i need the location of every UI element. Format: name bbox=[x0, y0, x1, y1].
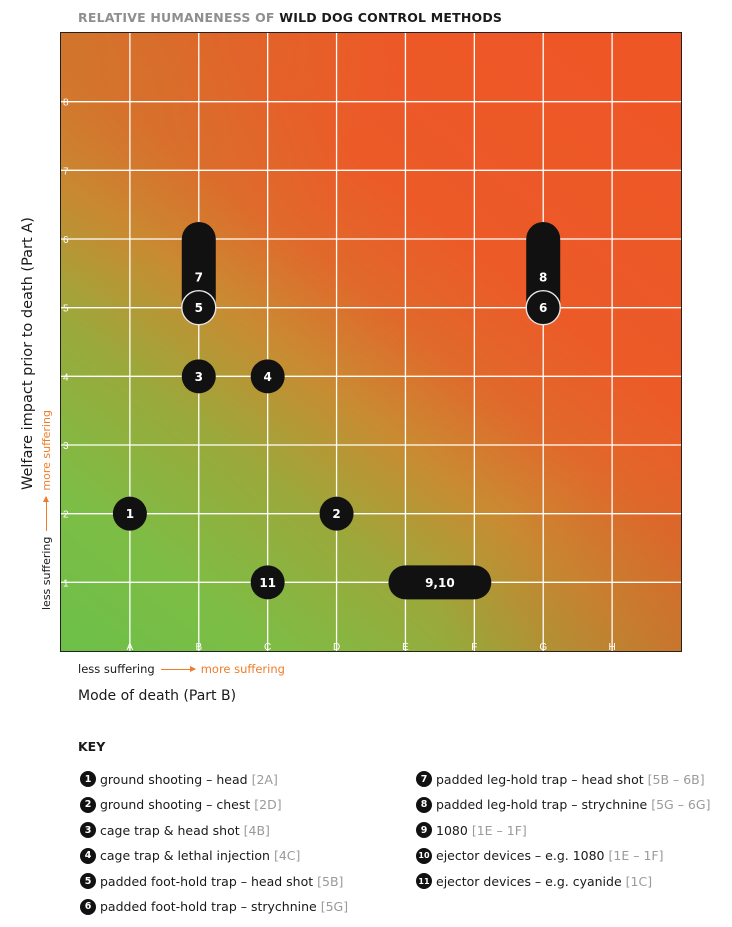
key-item-code: [1E – 1F] bbox=[608, 848, 664, 863]
key-item-text: ground shooting – chest bbox=[100, 797, 251, 812]
key-item-code: [1E – 1F] bbox=[471, 822, 527, 838]
y-legend-low: less suffering bbox=[40, 536, 53, 610]
key-item-text: padded leg-hold trap – strychnine bbox=[436, 797, 648, 812]
marker-4 bbox=[250, 359, 285, 394]
key-item: 9 1080 [1E – 1F] bbox=[416, 822, 527, 838]
arrow-right-icon bbox=[160, 665, 196, 672]
key-item-text: cage trap & lethal injection bbox=[100, 848, 270, 863]
marker-label-5: 5 bbox=[195, 301, 203, 315]
key-item-text: ejector devices – e.g. 1080 bbox=[436, 848, 605, 863]
key-number-badge: 6 bbox=[80, 898, 96, 915]
key-item: 10 ejector devices – e.g. 1080 [1E – 1F] bbox=[416, 847, 664, 864]
key-number-badge: 7 bbox=[416, 771, 432, 787]
key-item-text: padded leg-hold trap – head shot bbox=[436, 771, 644, 787]
key-item-text: padded foot-hold trap – head shot bbox=[100, 873, 314, 889]
key-number-badge: 10 bbox=[416, 847, 432, 864]
gradient-shade-bottom-right bbox=[61, 33, 681, 651]
key-number-badge: 8 bbox=[416, 796, 432, 813]
key-item: 11 ejector devices – e.g. cyanide [1C] bbox=[416, 873, 652, 889]
marker-label-2: 2 bbox=[332, 507, 340, 521]
key-title: KEY bbox=[78, 739, 106, 754]
marker-label-4: 4 bbox=[263, 370, 271, 384]
x-tick-label: B bbox=[195, 642, 202, 651]
marker-6 bbox=[525, 289, 561, 326]
chart-svg: 1 2 3 4 5 6 7 8 A B C D E F G H 1 2 3 4 7 5 8 6 11 9,10 bbox=[61, 33, 681, 651]
marker-5 bbox=[181, 289, 217, 326]
chart-title-prefix: RELATIVE HUMANENESS OF bbox=[78, 10, 275, 25]
y-tick-label: 6 bbox=[63, 235, 69, 246]
key-number-badge: 9 bbox=[416, 822, 432, 838]
y-axis-label: Welfare impact prior to death (Part A) bbox=[20, 217, 36, 490]
key-item-code: [4C] bbox=[273, 848, 301, 863]
key-item: 1 ground shooting – head [2A] bbox=[80, 771, 278, 787]
key-item-text: cage trap & head shot bbox=[100, 822, 240, 838]
marker-9-10 bbox=[388, 565, 492, 600]
key-item: 7 padded leg-hold trap – head shot [5B – 6… bbox=[416, 771, 705, 787]
x-tick-label: E bbox=[402, 642, 409, 651]
key-item-code: [5B] bbox=[317, 873, 344, 889]
x-tick-label: H bbox=[608, 642, 615, 651]
key-number-badge: 4 bbox=[80, 847, 96, 864]
key-item: 4 cage trap & lethal injection [4C] bbox=[80, 847, 301, 864]
marker-2 bbox=[319, 496, 354, 531]
x-tick-label: A bbox=[127, 642, 134, 651]
key-item-code: [5G] bbox=[320, 899, 349, 914]
plot-area: 1 2 3 4 5 6 7 8 A B C D E F G H 1 2 3 4 7 5 8 6 11 9,10 bbox=[60, 32, 682, 652]
key-item-text: 1080 bbox=[436, 822, 468, 838]
y-legend-high: more suffering bbox=[40, 410, 53, 491]
key-item-code: [2A] bbox=[251, 771, 278, 787]
key-item-code: [5G – 6G] bbox=[651, 797, 711, 812]
x-axis-label: Mode of death (Part B) bbox=[78, 688, 237, 704]
x-suffering-legend: less suffering more suffering bbox=[78, 662, 285, 676]
key-item-code: [1C] bbox=[625, 873, 653, 889]
y-tick-label: 5 bbox=[63, 304, 69, 315]
y-tick-label: 3 bbox=[63, 441, 69, 452]
gradient-shade-top-left bbox=[61, 33, 681, 651]
y-tick-label: 8 bbox=[63, 98, 69, 109]
y-tick-label: 4 bbox=[63, 372, 69, 383]
x-tick-label: C bbox=[264, 642, 271, 651]
marker-label-3: 3 bbox=[195, 370, 203, 384]
chart-title-bold: WILD DOG CONTROL METHODS bbox=[279, 10, 503, 25]
marker-label-7: 7 bbox=[195, 270, 203, 284]
key-item: 3 cage trap & head shot [4B] bbox=[80, 822, 270, 838]
key-item-text: ground shooting – head bbox=[100, 771, 248, 787]
key-number-badge: 3 bbox=[80, 822, 96, 838]
x-tick-label: G bbox=[539, 642, 547, 651]
chart-title: RELATIVE HUMANENESS OF WILD DOG CONTROL … bbox=[78, 10, 502, 25]
key-number-badge: 1 bbox=[80, 771, 96, 787]
key-item: 5 padded foot-hold trap – head shot [5B] bbox=[80, 873, 343, 889]
x-legend-low: less suffering bbox=[78, 662, 155, 676]
marker-label-6: 6 bbox=[539, 301, 547, 315]
x-legend-high: more suffering bbox=[200, 662, 285, 676]
key-item-text: ejector devices – e.g. cyanide bbox=[436, 873, 622, 889]
key-item-code: [2D] bbox=[254, 797, 282, 812]
key-number-badge: 2 bbox=[80, 796, 96, 813]
x-tick-label: F bbox=[471, 642, 477, 651]
marker-label-8: 8 bbox=[539, 270, 547, 284]
y-tick-label: 7 bbox=[63, 166, 69, 177]
key-item-code: [5B – 6B] bbox=[647, 771, 705, 787]
y-suffering-legend: less suffering more suffering bbox=[40, 410, 53, 610]
marker-3 bbox=[181, 359, 216, 394]
arrow-right-icon bbox=[46, 496, 47, 531]
marker-label-1: 1 bbox=[126, 507, 134, 521]
key-number-badge: 5 bbox=[80, 873, 96, 889]
marker-1 bbox=[112, 496, 147, 531]
marker-label-11: 11 bbox=[259, 576, 276, 590]
key-item-code: [4B] bbox=[243, 822, 270, 838]
key-item-text: padded foot-hold trap – strychnine bbox=[100, 899, 317, 914]
key-number-badge: 11 bbox=[416, 873, 432, 889]
x-tick-label: D bbox=[333, 642, 340, 651]
marker-label-9-10: 9,10 bbox=[425, 576, 455, 590]
y-tick-label: 1 bbox=[63, 578, 69, 589]
key-item: 6 padded foot-hold trap – strychnine [5G] bbox=[80, 898, 349, 915]
key-item: 8 padded leg-hold trap – strychnine [5G – … bbox=[416, 796, 711, 813]
marker-11 bbox=[250, 565, 285, 600]
key-item: 2 ground shooting – chest [2D] bbox=[80, 796, 282, 813]
y-tick-label: 2 bbox=[63, 510, 69, 521]
